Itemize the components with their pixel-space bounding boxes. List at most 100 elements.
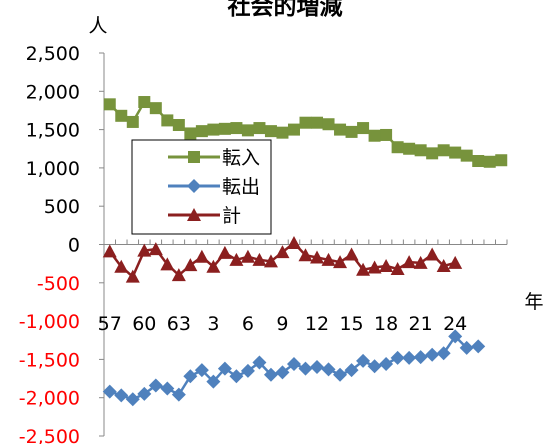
data-point — [311, 116, 324, 129]
data-point — [299, 116, 312, 129]
chart-title: 社会的増減 — [228, 0, 343, 20]
data-point — [114, 259, 129, 273]
data-point — [460, 149, 473, 162]
data-point — [413, 255, 428, 269]
data-point — [344, 363, 359, 378]
data-point — [275, 365, 290, 380]
legend-label: 転出 — [222, 176, 260, 198]
data-point — [321, 252, 336, 266]
data-point — [263, 254, 278, 268]
data-point — [217, 245, 232, 259]
y-tick-label: 2,500 — [26, 43, 80, 65]
y-axis: 2,500 2,000 1,500 1,000 500 0 -500 -1,000 -1,500… — [19, 43, 105, 444]
data-point — [137, 386, 152, 401]
data-point — [472, 155, 485, 168]
x-tick-label: 21 — [409, 313, 433, 335]
data-point — [103, 98, 116, 111]
y-tick-label: -500 — [37, 273, 80, 295]
data-point — [137, 243, 152, 257]
data-point — [436, 258, 451, 272]
data-point — [334, 123, 347, 136]
data-point — [171, 268, 186, 282]
data-point — [102, 384, 117, 399]
y-tick-label: 1,500 — [26, 120, 80, 142]
data-point — [138, 96, 151, 109]
data-point — [426, 147, 439, 160]
data-point — [195, 125, 208, 138]
data-point — [218, 122, 231, 135]
y-tick-label: 500 — [44, 196, 80, 218]
data-point — [171, 387, 186, 402]
data-point — [160, 257, 175, 271]
x-tick-label: 60 — [132, 313, 156, 335]
data-point — [230, 122, 243, 135]
data-point — [253, 122, 266, 135]
data-point — [322, 118, 335, 131]
data-point — [321, 362, 336, 377]
data-point — [172, 119, 185, 132]
data-point — [356, 262, 371, 276]
data-point — [425, 347, 440, 362]
data-point — [380, 128, 393, 141]
data-point — [148, 242, 163, 256]
y-tick-label: -1,000 — [19, 311, 80, 333]
data-point — [252, 355, 267, 370]
data-point — [125, 392, 140, 407]
y-axis-label: 人 — [88, 15, 107, 37]
data-point — [217, 361, 232, 376]
plot-series — [102, 96, 508, 407]
data-point — [471, 339, 486, 354]
data-point — [183, 258, 198, 272]
data-point — [148, 378, 163, 393]
data-point — [310, 250, 325, 264]
data-point — [391, 141, 404, 154]
y-tick-label: 0 — [68, 235, 80, 257]
x-axis: 57 60 63 3 6 9 12 15 18 21 24 — [98, 239, 508, 335]
y-tick-label: 1,000 — [26, 158, 80, 180]
data-point — [356, 353, 371, 368]
data-point — [184, 127, 197, 140]
data-point — [194, 363, 209, 378]
data-point — [367, 260, 382, 274]
data-point — [115, 109, 128, 122]
legend-item: 転入 — [168, 147, 260, 169]
data-point — [187, 179, 201, 193]
data-point — [264, 125, 277, 138]
data-point — [206, 374, 221, 389]
data-point — [449, 146, 462, 159]
legend-item: 転出 — [168, 176, 260, 198]
data-point — [345, 125, 358, 138]
data-point — [206, 259, 221, 273]
data-point — [333, 255, 348, 269]
data-point — [495, 154, 508, 167]
data-point — [188, 151, 200, 163]
data-point — [125, 269, 140, 283]
data-point — [368, 129, 381, 142]
y-tick-label: -1,500 — [19, 349, 80, 371]
data-point — [357, 122, 370, 135]
data-point — [367, 359, 382, 374]
data-point — [425, 247, 440, 261]
data-point — [160, 381, 175, 396]
y-tick-label: -2,500 — [19, 426, 80, 444]
x-tick-label: 63 — [167, 313, 191, 335]
data-point — [229, 369, 244, 384]
data-point — [286, 356, 301, 371]
data-point — [102, 244, 117, 258]
data-point — [379, 356, 394, 371]
x-tick-label: 3 — [207, 313, 219, 335]
data-point — [413, 350, 428, 365]
data-point — [390, 262, 405, 276]
data-point — [448, 255, 463, 269]
data-point — [276, 126, 289, 139]
x-tick-label: 57 — [98, 313, 122, 335]
data-point — [402, 255, 417, 269]
data-point — [344, 247, 359, 261]
data-point — [187, 208, 201, 221]
data-point — [161, 114, 174, 127]
data-point — [286, 235, 301, 249]
data-point — [252, 252, 267, 266]
data-point — [194, 249, 209, 263]
series-square — [103, 96, 508, 168]
